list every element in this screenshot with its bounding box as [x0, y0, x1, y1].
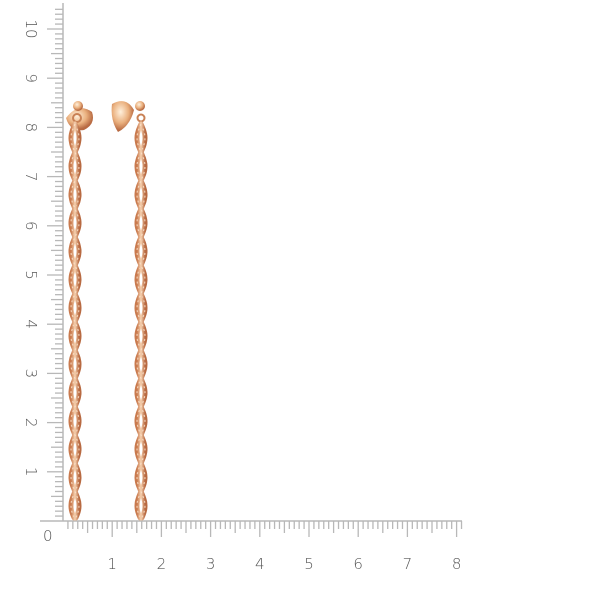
- vertical-ruler-label: 6: [22, 221, 40, 231]
- chain-sparkle: [136, 123, 146, 519]
- vertical-ruler-label: 9: [22, 73, 40, 83]
- chain-right: [134, 121, 148, 521]
- vertical-ruler-label: 2: [22, 418, 40, 428]
- vertical-ruler-label: 3: [22, 369, 40, 379]
- earrings: [66, 101, 148, 521]
- vertical-ruler-label: 7: [22, 172, 40, 182]
- vertical-ruler-label: 8: [22, 123, 40, 133]
- horizontal-ruler-label: 1: [107, 555, 117, 573]
- horizontal-ruler-label: 3: [206, 555, 216, 573]
- chain-sparkle: [70, 123, 80, 519]
- jump-ring-right: [136, 113, 146, 123]
- vertical-ruler-label: 10: [22, 19, 40, 38]
- vertical-ruler-label: 1: [22, 467, 40, 477]
- horizontal-ruler-label: 2: [157, 555, 167, 573]
- vertical-ruler-label: 5: [22, 270, 40, 280]
- horizontal-ruler-label: 8: [452, 555, 462, 573]
- jump-ring-left: [72, 113, 82, 123]
- stud-ball-left: [73, 101, 83, 111]
- stud-ball-right: [135, 101, 145, 111]
- horizontal-ruler-label: 7: [403, 555, 413, 573]
- horizontal-ruler-label: 4: [255, 555, 265, 573]
- horizontal-ruler-label: 6: [353, 555, 363, 573]
- earring-back-right: [111, 101, 134, 132]
- vertical-ruler-label: 4: [22, 319, 40, 329]
- chain-left: [68, 121, 82, 521]
- earring-back-left: [66, 108, 93, 131]
- ruler: 1 2 3 4 5 6 7 8 9 10 1 2 3 4 5 6 7 8: [22, 3, 463, 573]
- horizontal-ruler-label: 5: [304, 555, 314, 573]
- ruler-origin-label: 0: [43, 527, 53, 545]
